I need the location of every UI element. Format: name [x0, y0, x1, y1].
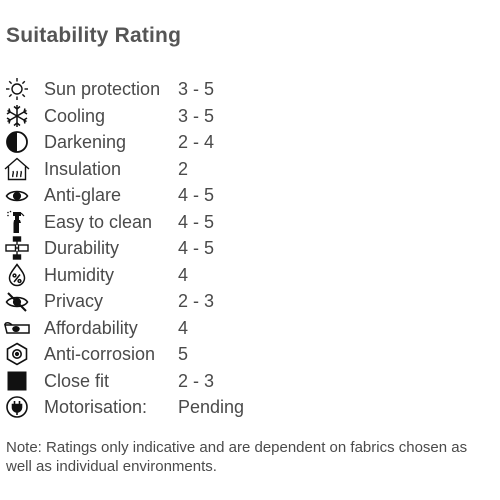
rating-row-affordability: Affordability 4 [0, 315, 500, 341]
rating-row-humidity: Humidity 4 [0, 262, 500, 288]
rating-row-motorisation: Motorisation: Pending [0, 394, 500, 420]
rating-value: 4 - 5 [178, 211, 215, 232]
rating-row-anti-corrosion: Anti-corrosion 5 [0, 341, 500, 367]
eye-icon [4, 183, 30, 207]
rating-label: Privacy [44, 291, 104, 311]
durability-icon [4, 236, 30, 260]
rating-value: 4 [178, 264, 189, 285]
rating-label: Close fit [44, 370, 110, 391]
rating-value: 2 - 4 [178, 132, 215, 152]
rating-label: Sun protection [44, 79, 161, 99]
eye-crossed-icon [4, 289, 30, 313]
rating-row-close-fit: Close fit 2 - 3 [0, 368, 500, 394]
sun-icon [4, 77, 30, 101]
black-square-icon [4, 369, 30, 393]
rating-label: Cooling [44, 105, 106, 126]
rating-row-easy-to-clean: Easy to clean 4 - 5 [0, 209, 500, 235]
rating-value: 2 - 3 [178, 291, 215, 311]
rating-row-sun-protection: Sun protection 3 - 5 [0, 76, 500, 102]
rating-value: Pending [178, 397, 245, 417]
nut-icon [4, 342, 30, 366]
house-heat-icon [4, 157, 30, 181]
rating-row-insulation: Insulation 2 [0, 156, 500, 182]
rating-value: 2 - 3 [178, 370, 215, 391]
disclaimer-note: Note: Ratings only indicative and are de… [6, 439, 468, 475]
rating-value: 4 [178, 317, 189, 338]
rating-label: Anti-corrosion [44, 344, 156, 364]
rating-row-darkening: Darkening 2 - 4 [0, 129, 500, 155]
rating-row-cooling: Cooling 3 - 5 [0, 103, 500, 129]
rating-value: 4 - 5 [178, 185, 215, 205]
rating-label: Anti-glare [44, 185, 122, 205]
snowflake-icon [4, 104, 30, 128]
half-circle-icon [4, 130, 30, 154]
rating-row-privacy: Privacy 2 - 3 [0, 288, 500, 314]
rating-label: Insulation [44, 158, 122, 179]
rating-label: Durability [44, 238, 120, 258]
rating-row-anti-glare: Anti-glare 4 - 5 [0, 182, 500, 208]
rating-value: 3 - 5 [178, 105, 215, 126]
rating-label: Humidity [44, 264, 115, 285]
money-icon [4, 316, 30, 340]
rating-label: Easy to clean [44, 211, 153, 232]
plug-icon [4, 395, 30, 419]
rating-label: Motorisation: [44, 397, 148, 417]
rating-value: 4 - 5 [178, 238, 215, 258]
humidity-drop-icon [4, 262, 30, 287]
rating-value: 2 [178, 158, 189, 179]
rating-value: 5 [178, 344, 189, 364]
rating-row-durability: Durability 4 - 5 [0, 235, 500, 261]
spray-bottle-icon [4, 210, 30, 234]
rating-value: 3 - 5 [178, 79, 215, 99]
rating-label: Darkening [44, 132, 127, 152]
rating-label: Affordability [44, 317, 138, 338]
page-title: Suitability Rating [6, 24, 182, 47]
